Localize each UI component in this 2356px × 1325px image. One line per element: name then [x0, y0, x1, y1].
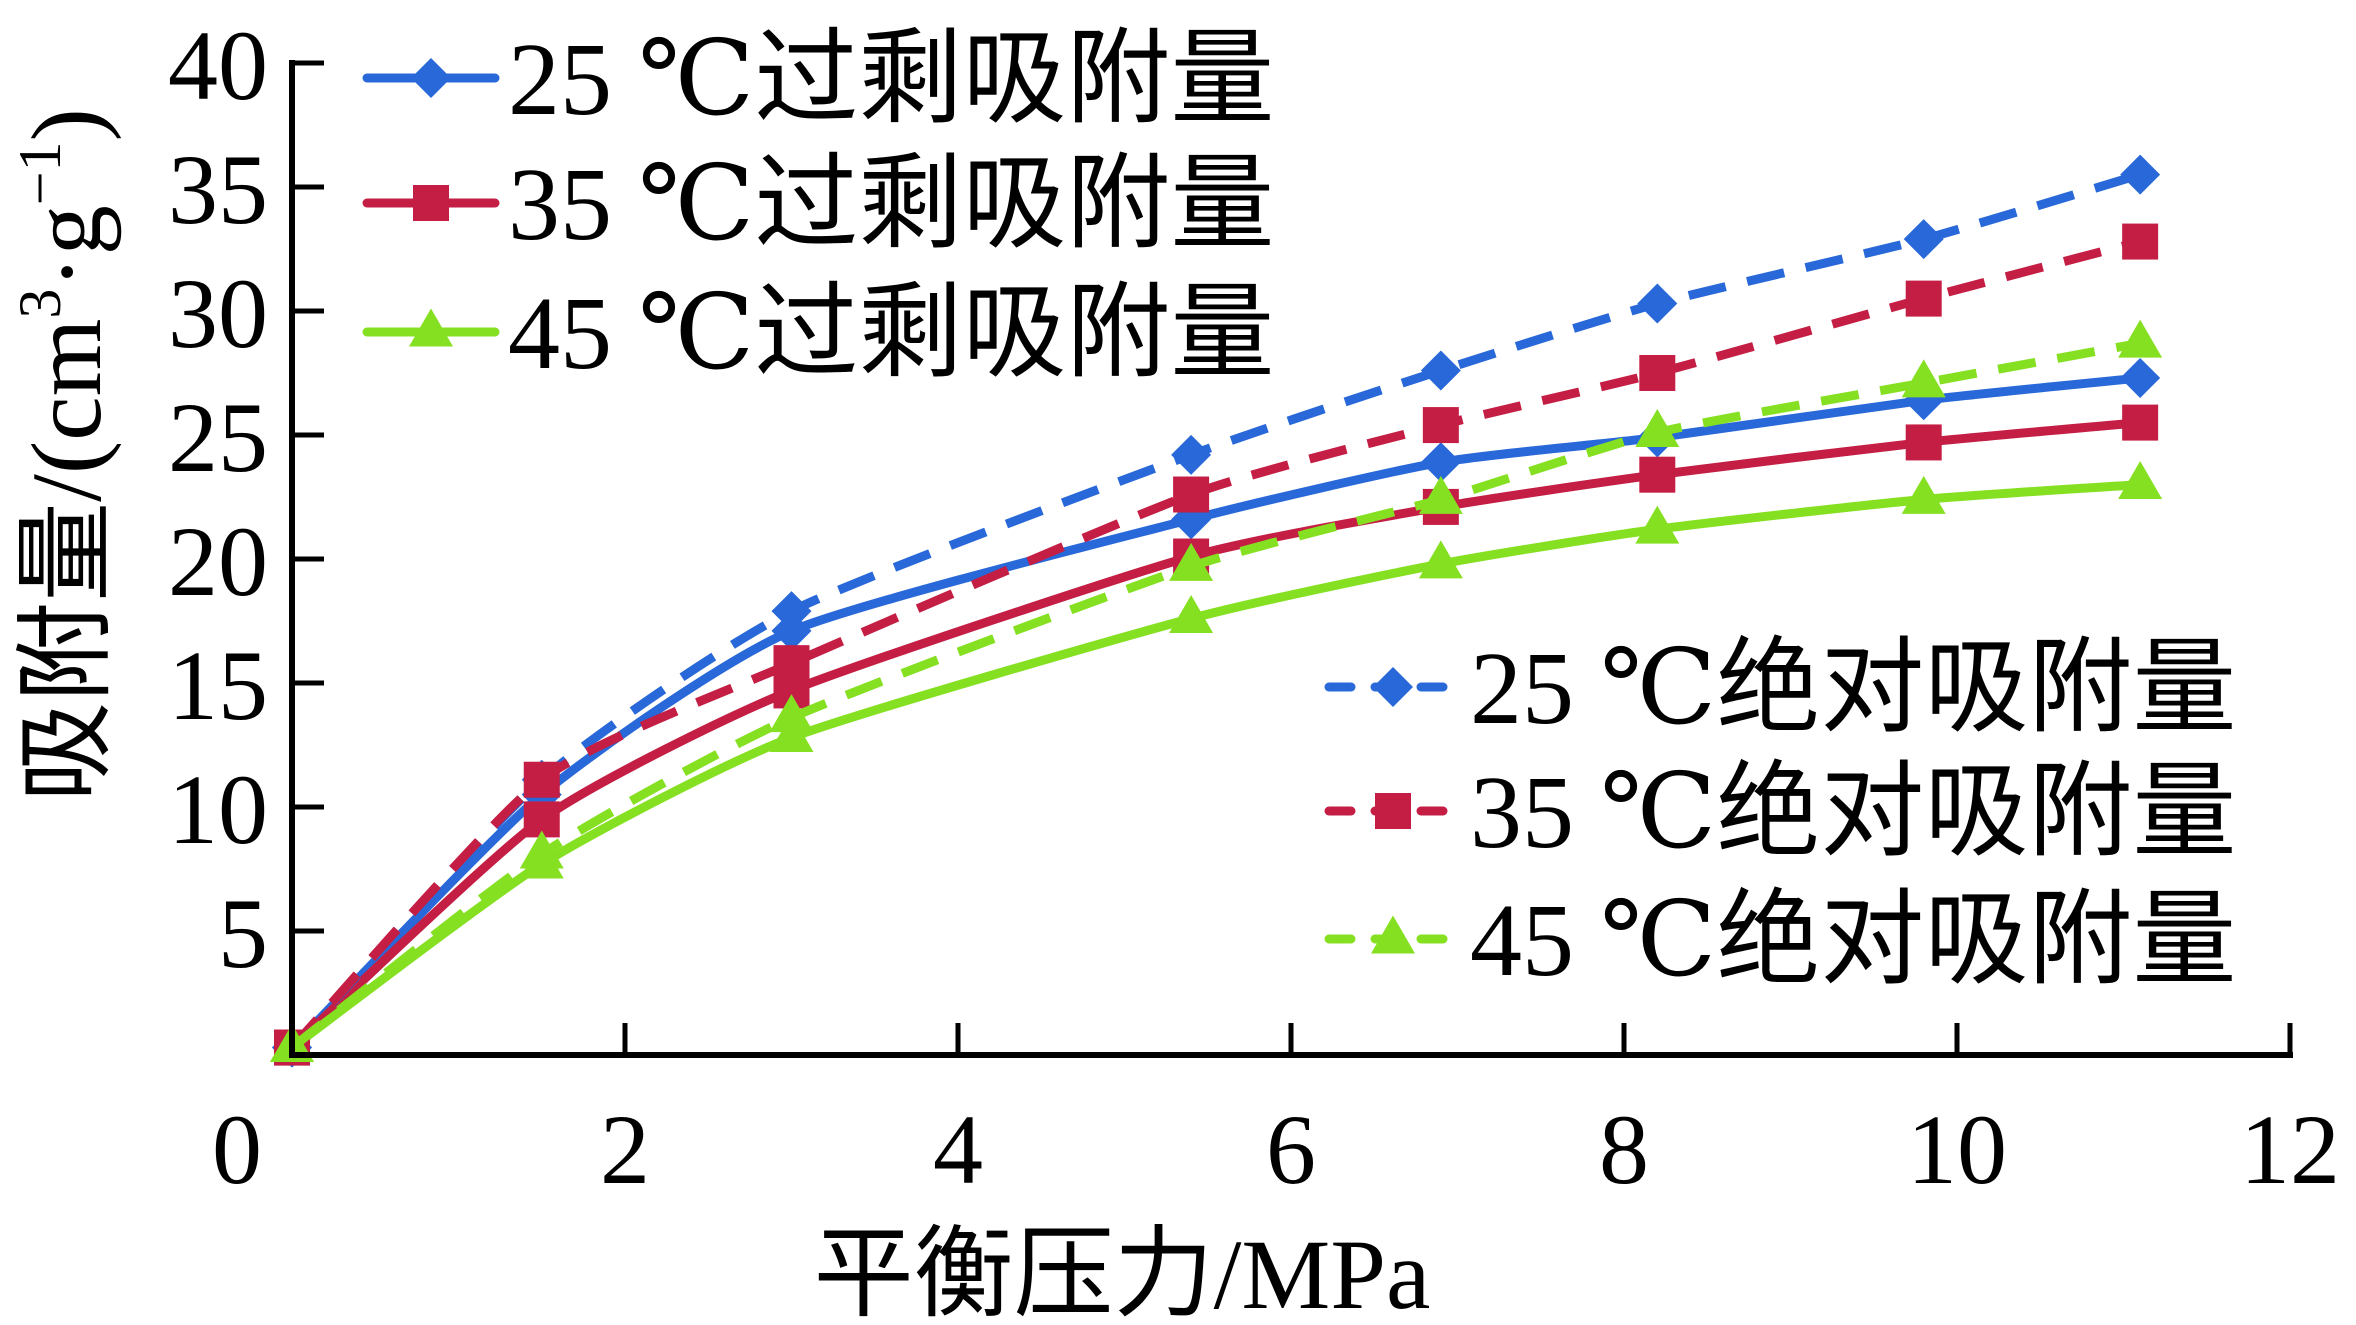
series-absolute-4 — [274, 223, 2159, 1066]
data-point-diamond — [1903, 219, 1944, 260]
data-point-triangle — [1418, 540, 1463, 579]
legend-marker-diamond — [411, 58, 451, 98]
legend-label: 35 ℃绝对吸附量 — [1470, 755, 2236, 870]
data-point-triangle — [1635, 408, 1680, 447]
series-layer — [270, 154, 2163, 1068]
legend-marker-square — [1375, 793, 1411, 829]
legend-entry: 45 ℃过剩吸附量 — [362, 276, 1274, 391]
x-tick-label: 0 — [212, 1094, 262, 1205]
y-tick-label: 25 — [168, 382, 268, 493]
data-point-square — [1422, 407, 1459, 444]
legend-entry: 45 ℃绝对吸附量 — [1324, 883, 2236, 998]
data-point-square — [2122, 223, 2159, 260]
data-point-diamond — [1420, 442, 1461, 483]
x-tick-label: 10 — [1907, 1094, 2007, 1205]
data-point-triangle — [519, 830, 564, 869]
x-axis-label: 平衡压力/MPa — [814, 1219, 1431, 1325]
y-axis-label-main: 吸附量/(cm — [11, 319, 122, 802]
data-point-diamond — [1171, 434, 1212, 475]
data-point-triangle — [2118, 461, 2163, 500]
data-point-square — [523, 761, 560, 798]
data-point-triangle — [1169, 594, 1214, 633]
x-tick-label: 4 — [933, 1094, 983, 1205]
data-point-triangle — [2118, 319, 2163, 358]
legend-label: 45 ℃绝对吸附量 — [1470, 883, 2236, 998]
legend-marker-square — [413, 185, 449, 221]
legend-entry: 25 ℃过剩吸附量 — [362, 22, 1274, 137]
y-tick-label: 20 — [168, 506, 268, 617]
data-point-diamond — [1637, 283, 1678, 324]
data-point-square — [1639, 456, 1676, 493]
y-axis-label-sup: 3 — [7, 289, 73, 319]
y-axis-label-end: ) — [11, 108, 122, 141]
legend-marker-triangle — [1371, 915, 1415, 954]
data-point-square — [1173, 476, 1210, 513]
x-tick-label: 6 — [1266, 1094, 1316, 1205]
y-tick-label: 5 — [218, 878, 268, 989]
y-axis-label-sup: −1 — [7, 141, 73, 205]
x-tick-label: 2 — [600, 1094, 650, 1205]
data-point-diamond — [771, 591, 812, 632]
ticks: 5 10 15 20 25 30 35 40 0 2 4 6 8 10 12 — [168, 10, 2340, 1205]
legend-label: 25 ℃过剩吸附量 — [508, 22, 1274, 137]
data-point-diamond — [1420, 350, 1461, 391]
y-tick-label: 10 — [168, 754, 268, 865]
y-tick-label: 30 — [168, 258, 268, 369]
legend-label: 35 ℃过剩吸附量 — [508, 147, 1274, 262]
legend-entry: 35 ℃绝对吸附量 — [1324, 755, 2236, 870]
series-line — [289, 338, 2141, 1052]
y-tick-label: 15 — [168, 630, 268, 741]
data-point-triangle — [1901, 475, 1946, 514]
data-point-triangle — [769, 694, 814, 733]
data-point-square — [1905, 280, 1942, 317]
legend-entry: 35 ℃过剩吸附量 — [362, 147, 1274, 262]
data-point-square — [773, 645, 810, 682]
legend-label: 25 ℃绝对吸附量 — [1470, 631, 2236, 746]
y-axis-label: 吸附量/(cm3·g−1) — [7, 108, 122, 802]
y-tick-label: 40 — [168, 10, 268, 121]
data-point-triangle — [1635, 505, 1680, 544]
data-point-diamond — [2120, 357, 2161, 398]
data-point-square — [1905, 424, 1942, 461]
data-point-triangle — [1901, 359, 1946, 398]
legend-marker-triangle — [409, 308, 453, 347]
data-point-square — [2122, 404, 2159, 441]
y-axis-label-mid: ·g — [11, 205, 122, 288]
x-tick-label: 8 — [1599, 1094, 1649, 1205]
legend-label: 45 ℃过剩吸附量 — [508, 276, 1274, 391]
legend-marker-diamond — [1373, 667, 1413, 707]
data-point-triangle — [769, 714, 814, 752]
data-point-diamond — [2120, 154, 2161, 195]
legend-entry: 25 ℃绝对吸附量 — [1324, 631, 2236, 746]
y-tick-label: 35 — [168, 134, 268, 245]
x-tick-label: 12 — [2240, 1094, 2340, 1205]
data-point-square — [1639, 355, 1676, 391]
data-point-triangle — [1418, 475, 1463, 514]
data-point-triangle — [1169, 542, 1214, 581]
